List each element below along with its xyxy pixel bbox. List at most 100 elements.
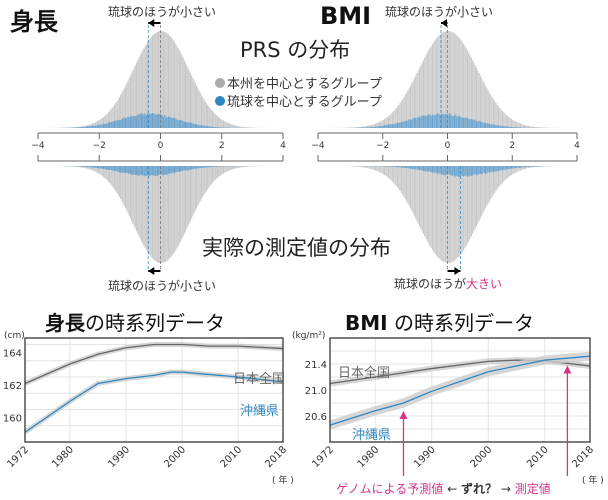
ryukyu-bar bbox=[423, 116, 424, 128]
honshu-bar bbox=[354, 166, 355, 167]
ryukyu-bar bbox=[212, 166, 213, 167]
honshu-bar bbox=[169, 36, 170, 128]
honshu-bar bbox=[515, 121, 516, 128]
bmi-unit: (kg/m²) bbox=[292, 331, 325, 341]
x-tick-label: 2010 bbox=[218, 444, 244, 470]
honshu-bar bbox=[387, 166, 388, 177]
honshu-bar bbox=[152, 166, 153, 258]
honshu-bar bbox=[454, 166, 455, 261]
note-highlight: 大きい bbox=[466, 277, 502, 291]
ryukyu-bar bbox=[145, 166, 146, 176]
honshu-bar bbox=[449, 166, 450, 263]
x-tick-label: 1980 bbox=[50, 444, 76, 470]
ryukyu-bar bbox=[127, 166, 128, 173]
ryukyu-bar bbox=[123, 118, 124, 128]
ryukyu-bar bbox=[196, 125, 197, 128]
honshu-bar bbox=[472, 166, 473, 234]
ryukyu-bar bbox=[403, 121, 404, 128]
ryukyu-bar bbox=[422, 166, 423, 171]
honshu-bar bbox=[135, 166, 136, 229]
honshu-bar bbox=[389, 166, 390, 179]
ryukyu-bar bbox=[416, 166, 417, 169]
ryukyu-bar bbox=[186, 166, 187, 171]
honshu-bar bbox=[235, 166, 236, 168]
honshu-bar bbox=[538, 127, 539, 128]
honshu-bar bbox=[240, 166, 241, 167]
honshu-bar bbox=[222, 166, 223, 174]
y-tick-label: 160 bbox=[3, 414, 22, 425]
ryukyu-bar bbox=[512, 127, 513, 128]
x-tick-label: 2018 bbox=[263, 444, 289, 470]
annotation-predicted: ゲノムによる予測値 bbox=[336, 482, 443, 496]
honshu-bar bbox=[195, 83, 196, 128]
ryukyu-bar bbox=[202, 166, 203, 168]
ryukyu-bar bbox=[374, 127, 375, 128]
ryukyu-bar bbox=[207, 126, 208, 128]
honshu-bar bbox=[214, 166, 215, 180]
ryukyu-bar bbox=[418, 166, 419, 170]
honshu-bar bbox=[464, 46, 465, 128]
honshu-bar bbox=[467, 50, 468, 128]
ryukyu-bar bbox=[197, 125, 198, 128]
ryukyu-bar bbox=[510, 127, 511, 128]
ryukyu-bar bbox=[453, 116, 454, 128]
honshu-bar bbox=[201, 166, 202, 199]
ryukyu-bar bbox=[521, 166, 522, 167]
honshu-bar bbox=[192, 166, 193, 216]
ryukyu-bar bbox=[438, 114, 439, 128]
honshu-bar bbox=[185, 166, 186, 231]
honshu-bar bbox=[240, 127, 241, 128]
honshu-bar bbox=[202, 97, 203, 128]
ryukyu-bar bbox=[427, 115, 428, 128]
honshu-bar bbox=[195, 166, 196, 211]
ryukyu-bar bbox=[453, 166, 454, 175]
honshu-bar bbox=[219, 166, 220, 176]
honshu-bar bbox=[172, 166, 173, 256]
ryukyu-bar bbox=[143, 114, 144, 128]
honshu-bar bbox=[164, 166, 165, 262]
honshu-bar bbox=[410, 166, 411, 208]
x-tick-label: −4 bbox=[311, 141, 325, 151]
ryukyu-bar bbox=[176, 120, 177, 128]
honshu-bar bbox=[173, 166, 174, 254]
ryukyu-bar bbox=[397, 166, 398, 167]
ryukyu-bar bbox=[444, 114, 445, 128]
ryukyu-bar bbox=[488, 166, 489, 172]
ryukyu-bar bbox=[502, 126, 503, 128]
honshu-bar bbox=[217, 166, 218, 178]
honshu-bar bbox=[451, 32, 452, 128]
ryukyu-bar bbox=[105, 166, 106, 170]
ryukyu-bar bbox=[109, 122, 110, 128]
ryukyu-bar bbox=[208, 166, 209, 167]
ryukyu-bar bbox=[109, 166, 110, 170]
honshu-bar bbox=[485, 86, 486, 128]
ryukyu-bar bbox=[165, 117, 166, 128]
honshu-bar bbox=[206, 103, 207, 128]
ryukyu-bar bbox=[482, 166, 483, 173]
ryukyu-bar bbox=[223, 127, 224, 128]
honshu-bar bbox=[142, 166, 143, 244]
honshu-bar bbox=[167, 33, 168, 128]
honshu-bar bbox=[460, 40, 461, 128]
ryukyu-bar bbox=[468, 166, 469, 177]
honshu-bar bbox=[367, 166, 368, 168]
ryukyu-bar bbox=[213, 166, 214, 167]
ryukyu-bar bbox=[189, 166, 190, 170]
honshu-bar bbox=[415, 166, 416, 218]
bmi-ts-title: BMI の時系列データ bbox=[345, 307, 534, 336]
honshu-bar bbox=[435, 40, 436, 128]
ryukyu-bar bbox=[415, 166, 416, 169]
ryukyu-bar bbox=[92, 166, 93, 168]
ryukyu-bar bbox=[183, 166, 184, 171]
ryukyu-bar bbox=[212, 127, 213, 128]
honshu-bar bbox=[196, 86, 197, 128]
honshu-bar bbox=[219, 118, 220, 128]
honshu-bar bbox=[172, 38, 173, 128]
ryukyu-bar bbox=[134, 166, 135, 174]
ryukyu-bar bbox=[116, 166, 117, 171]
honshu-bar bbox=[486, 88, 487, 128]
ryukyu-bar bbox=[424, 116, 425, 128]
honshu-bar bbox=[407, 166, 408, 204]
ryukyu-bar bbox=[103, 166, 104, 169]
ryukyu-bar bbox=[115, 121, 116, 128]
